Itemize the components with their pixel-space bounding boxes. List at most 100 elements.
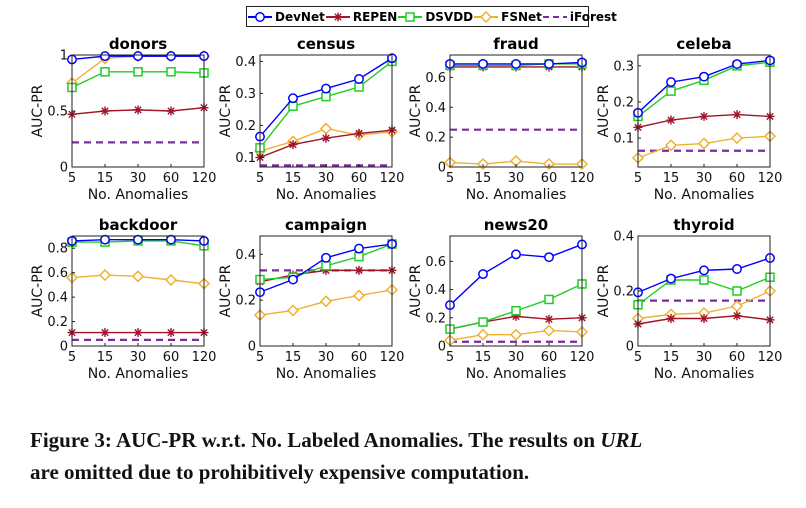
point-devnet bbox=[732, 59, 742, 69]
x-tick-label: 60 bbox=[541, 350, 558, 365]
y-tick-label: 0.2 bbox=[613, 95, 634, 110]
point-dsvdd bbox=[288, 101, 298, 111]
y-tick-label: 0.4 bbox=[613, 230, 634, 245]
legend-label: DSVDD bbox=[425, 9, 474, 24]
panel-title: campaign bbox=[285, 216, 367, 234]
y-tick-label: 0 bbox=[438, 161, 446, 176]
caption-line2: are omitted due to prohibitively expensi… bbox=[30, 460, 530, 484]
x-tick-label: 30 bbox=[696, 350, 713, 365]
y-tick-label: 0.4 bbox=[425, 283, 446, 298]
panel-title: donors bbox=[109, 35, 167, 53]
x-tick-label: 120 bbox=[758, 350, 783, 365]
caption-italic: URL bbox=[600, 428, 643, 452]
legend-label: REPEN bbox=[352, 9, 398, 24]
point-dsvdd bbox=[321, 261, 331, 271]
point-fsnet bbox=[697, 137, 711, 150]
y-axis-label: AUC-PR bbox=[30, 84, 46, 137]
y-tick-label: 0 bbox=[60, 340, 68, 355]
point-repen bbox=[354, 128, 364, 138]
panel-title: census bbox=[297, 35, 355, 53]
x-axis-label: No. Anomalies bbox=[88, 366, 189, 382]
point-devnet bbox=[511, 249, 521, 260]
y-axis-label: AUC-PR bbox=[408, 84, 424, 137]
axes-frame bbox=[449, 54, 583, 168]
x-tick-label: 30 bbox=[318, 171, 335, 186]
point-devnet bbox=[478, 269, 488, 280]
x-tick-label: 30 bbox=[696, 171, 713, 186]
point-devnet bbox=[166, 51, 176, 62]
x-tick-label: 30 bbox=[130, 350, 147, 365]
x-tick-label: 5 bbox=[446, 171, 454, 186]
x-tick-label: 15 bbox=[475, 350, 492, 365]
point-devnet bbox=[354, 74, 364, 84]
x-tick-label: 30 bbox=[508, 171, 525, 186]
point-repen bbox=[166, 328, 176, 338]
point-dsvdd bbox=[732, 286, 742, 296]
point-repen bbox=[321, 133, 331, 143]
x-tick-label: 120 bbox=[380, 350, 405, 365]
axes-frame bbox=[637, 235, 771, 347]
y-tick-label: 0.6 bbox=[425, 255, 446, 270]
point-fsnet bbox=[319, 122, 333, 135]
y-tick-label: 0.4 bbox=[425, 101, 446, 116]
x-axis-label: No. Anomalies bbox=[466, 187, 567, 203]
panel-title: celeba bbox=[676, 35, 731, 53]
x-tick-label: 30 bbox=[130, 171, 147, 186]
panel-title: fraud bbox=[493, 35, 538, 53]
point-repen bbox=[288, 140, 298, 150]
point-fsnet bbox=[98, 269, 112, 282]
x-tick-label: 15 bbox=[97, 350, 114, 365]
point-devnet bbox=[544, 252, 554, 263]
point-devnet bbox=[100, 234, 110, 245]
point-fsnet bbox=[352, 289, 366, 302]
legend-swatch-iforest bbox=[542, 15, 567, 18]
x-tick-label: 60 bbox=[163, 350, 180, 365]
y-tick-label: 0.2 bbox=[235, 119, 256, 134]
y-tick-label: 0.2 bbox=[425, 311, 446, 326]
point-dsvdd bbox=[544, 294, 554, 305]
point-repen bbox=[666, 115, 676, 125]
y-tick-label: 0.3 bbox=[613, 59, 634, 74]
y-axis-label: AUC-PR bbox=[596, 264, 612, 317]
point-devnet bbox=[321, 83, 331, 94]
point-devnet bbox=[288, 93, 298, 104]
point-repen bbox=[699, 314, 709, 323]
point-repen bbox=[100, 328, 110, 338]
legend-item-devnet: DevNet bbox=[247, 10, 325, 24]
x-tick-label: 60 bbox=[351, 171, 368, 186]
point-fsnet bbox=[286, 304, 300, 317]
legend-label: FSNet bbox=[501, 9, 542, 24]
panel-title: thyroid bbox=[673, 216, 734, 234]
legend-label: DevNet bbox=[275, 9, 325, 24]
legend-marker-devnet bbox=[255, 11, 265, 22]
point-dsvdd bbox=[666, 86, 676, 96]
x-tick-label: 5 bbox=[68, 350, 76, 365]
point-fsnet bbox=[730, 132, 744, 145]
panel-title: news20 bbox=[484, 216, 549, 234]
x-axis-label: No. Anomalies bbox=[276, 187, 377, 203]
y-tick-label: 0.6 bbox=[47, 266, 68, 281]
x-tick-label: 5 bbox=[256, 171, 264, 186]
x-tick-label: 60 bbox=[351, 350, 368, 365]
point-devnet bbox=[166, 234, 176, 245]
point-repen bbox=[732, 110, 742, 120]
legend-item-dsvdd: DSVDD bbox=[397, 10, 473, 24]
legend-item-repen: REPEN bbox=[325, 10, 397, 24]
x-tick-label: 60 bbox=[729, 171, 746, 186]
x-axis-label: No. Anomalies bbox=[276, 366, 377, 382]
y-tick-label: 1 bbox=[60, 49, 68, 64]
series-line-dsvdd bbox=[637, 61, 771, 117]
point-fsnet bbox=[664, 139, 678, 152]
x-tick-label: 5 bbox=[256, 350, 264, 365]
legend-marker-fsnet bbox=[480, 10, 493, 23]
legend-item-iforest: iForest bbox=[542, 10, 617, 24]
series-line-devnet bbox=[637, 59, 771, 114]
legend-swatch-dsvdd bbox=[398, 11, 423, 22]
point-devnet bbox=[511, 59, 521, 69]
